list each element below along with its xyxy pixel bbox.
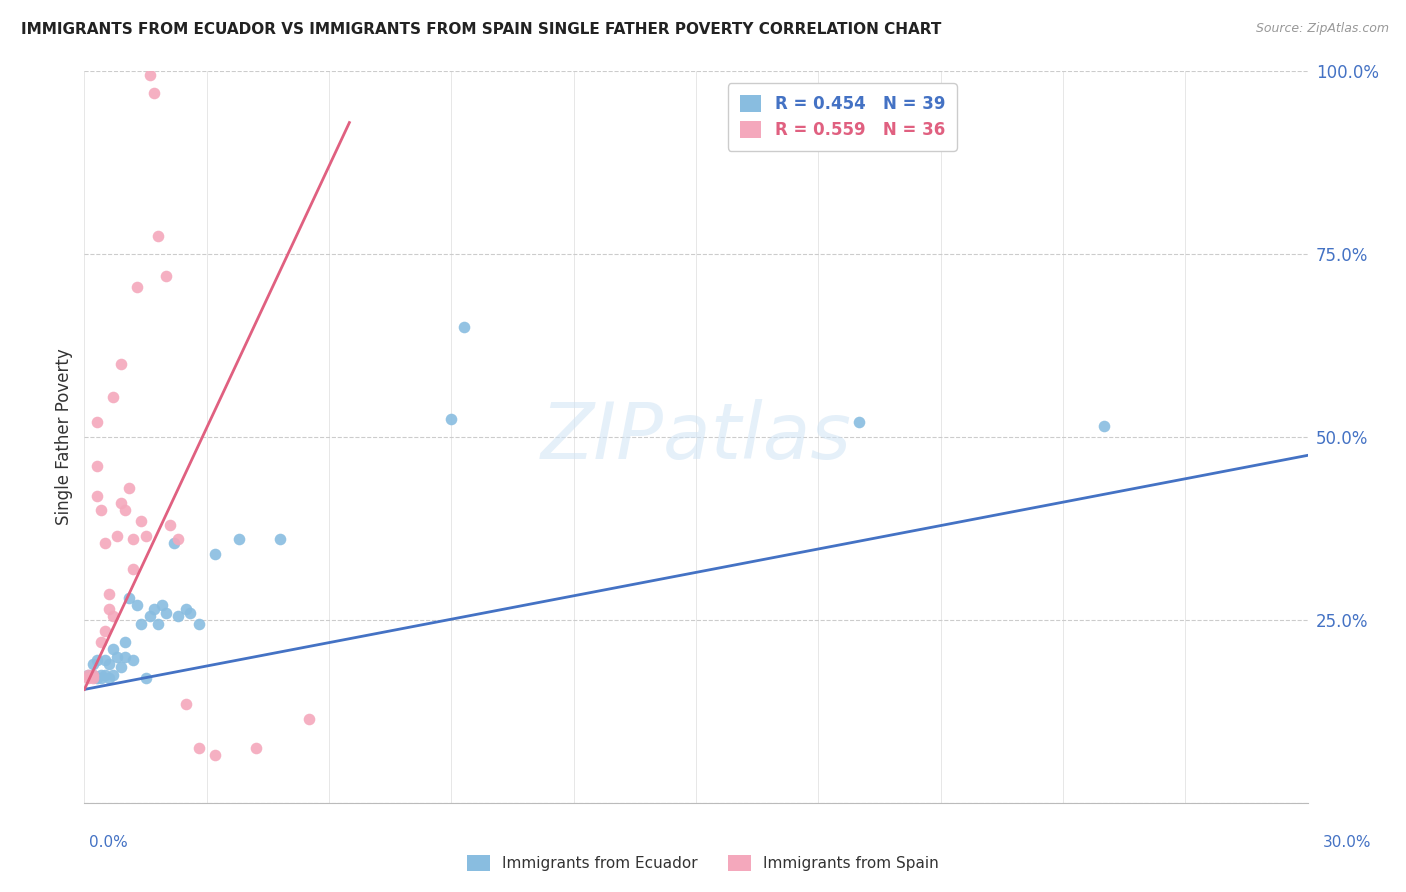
- Point: [97, 672, 120, 686]
- Point: [86, 489, 108, 503]
- Point: [114, 503, 136, 517]
- Point: [110, 660, 132, 674]
- Point: [131, 514, 153, 528]
- Point: [122, 562, 145, 576]
- Point: [86, 653, 108, 667]
- Point: [110, 357, 132, 371]
- Point: [77, 672, 100, 686]
- Point: [174, 697, 197, 711]
- Point: [97, 587, 120, 601]
- Point: [142, 87, 165, 101]
- Text: ZIPatlas: ZIPatlas: [540, 399, 852, 475]
- Point: [245, 740, 267, 755]
- Point: [187, 616, 209, 631]
- Point: [138, 68, 160, 82]
- Point: [77, 667, 100, 681]
- Point: [142, 602, 165, 616]
- Point: [122, 653, 145, 667]
- Point: [118, 591, 141, 605]
- Point: [228, 533, 250, 547]
- Point: [146, 228, 169, 243]
- Legend: Immigrants from Ecuador, Immigrants from Spain: Immigrants from Ecuador, Immigrants from…: [461, 849, 945, 877]
- Point: [204, 748, 226, 763]
- Point: [82, 672, 104, 686]
- Point: [155, 606, 177, 620]
- Point: [1092, 419, 1115, 434]
- Point: [90, 635, 112, 649]
- Point: [97, 657, 120, 671]
- Point: [105, 529, 128, 543]
- Text: 0.0%: 0.0%: [89, 836, 128, 850]
- Point: [155, 269, 177, 284]
- Point: [90, 672, 112, 686]
- Point: [114, 649, 136, 664]
- Legend: R = 0.454   N = 39, R = 0.559   N = 36: R = 0.454 N = 39, R = 0.559 N = 36: [728, 83, 956, 151]
- Point: [82, 667, 104, 681]
- Point: [93, 667, 115, 681]
- Point: [93, 536, 115, 550]
- Point: [174, 602, 197, 616]
- Point: [82, 657, 104, 671]
- Point: [90, 503, 112, 517]
- Point: [101, 609, 124, 624]
- Point: [135, 672, 157, 686]
- Text: 30.0%: 30.0%: [1323, 836, 1371, 850]
- Y-axis label: Single Father Poverty: Single Father Poverty: [55, 349, 73, 525]
- Point: [187, 740, 209, 755]
- Point: [110, 496, 132, 510]
- Point: [179, 606, 201, 620]
- Point: [101, 642, 124, 657]
- Point: [167, 609, 190, 624]
- Point: [127, 599, 149, 613]
- Point: [127, 280, 149, 294]
- Point: [77, 667, 100, 681]
- Point: [298, 712, 321, 726]
- Point: [97, 602, 120, 616]
- Point: [114, 635, 136, 649]
- Text: Source: ZipAtlas.com: Source: ZipAtlas.com: [1256, 22, 1389, 36]
- Point: [453, 320, 475, 334]
- Point: [150, 599, 173, 613]
- Point: [118, 481, 141, 495]
- Point: [146, 616, 169, 631]
- Text: IMMIGRANTS FROM ECUADOR VS IMMIGRANTS FROM SPAIN SINGLE FATHER POVERTY CORRELATI: IMMIGRANTS FROM ECUADOR VS IMMIGRANTS FR…: [21, 22, 942, 37]
- Point: [90, 667, 112, 681]
- Point: [167, 533, 190, 547]
- Point: [135, 529, 157, 543]
- Point: [440, 412, 463, 426]
- Point: [86, 672, 108, 686]
- Point: [848, 416, 870, 430]
- Point: [101, 390, 124, 404]
- Point: [159, 517, 181, 532]
- Point: [269, 533, 291, 547]
- Point: [93, 653, 115, 667]
- Point: [101, 667, 124, 681]
- Point: [204, 547, 226, 561]
- Point: [131, 616, 153, 631]
- Point: [93, 624, 115, 638]
- Point: [86, 416, 108, 430]
- Point: [138, 609, 160, 624]
- Point: [82, 667, 104, 681]
- Point: [163, 536, 186, 550]
- Point: [86, 459, 108, 474]
- Point: [105, 649, 128, 664]
- Point: [122, 533, 145, 547]
